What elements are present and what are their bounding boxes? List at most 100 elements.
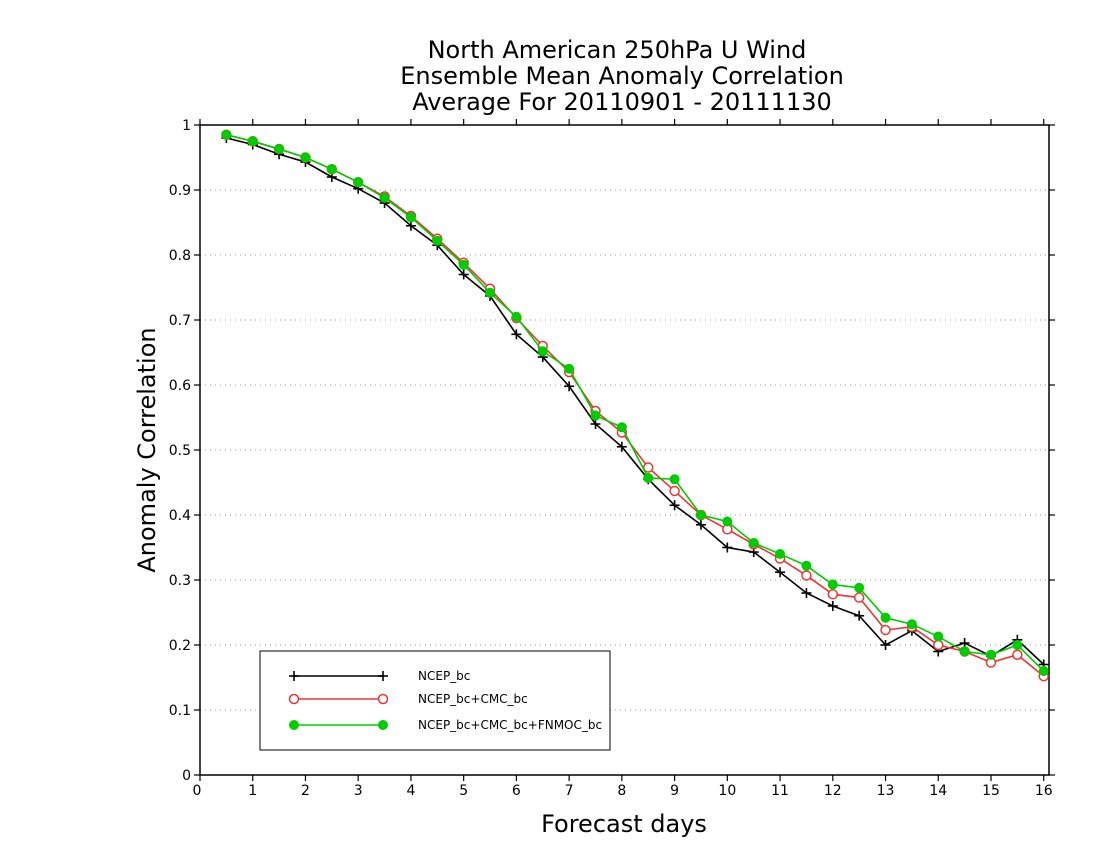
series-0-point-19 [722, 542, 733, 553]
series-1-point-24 [853, 592, 865, 603]
series-2-point-23 [827, 579, 838, 590]
x-tick-label-0: 0 [193, 783, 202, 799]
legend-label-0: NCEP_bc [418, 669, 470, 683]
legend-marker-end-1 [377, 693, 389, 705]
series-0-point-17 [669, 500, 680, 511]
y-tick-label-10: 1 [182, 118, 191, 134]
series-2-point-20 [748, 537, 759, 548]
x-tick-label-4: 4 [406, 783, 415, 799]
series-2-point-25 [880, 612, 891, 623]
y-tick-label-4: 0.4 [169, 508, 191, 524]
series-2-point-13 [564, 363, 575, 374]
legend-label-2: NCEP_bc+CMC_bc+FNMOC_bc [418, 718, 602, 732]
series-0-point-11 [511, 329, 522, 340]
legend-marker-end-2 [378, 720, 388, 730]
series-line-0 [226, 137, 1045, 666]
series-2-point-17 [669, 474, 680, 485]
x-tick-label-10: 10 [718, 783, 736, 799]
series-1-point-23 [827, 589, 839, 600]
series-2-point-0 [221, 129, 232, 140]
series-0-point-15 [616, 441, 627, 452]
y-tick-label-8: 0.8 [169, 248, 191, 264]
series-2-point-14 [590, 410, 601, 421]
series-2-point-16 [643, 472, 654, 483]
series-2-point-8 [432, 235, 443, 246]
x-tick-label-13: 13 [877, 783, 895, 799]
series-2-point-22 [801, 560, 812, 571]
data-series [221, 129, 1049, 682]
y-tick-label-9: 0.9 [169, 183, 191, 199]
x-tick-label-3: 3 [354, 783, 363, 799]
y-tick-label-6: 0.6 [169, 378, 191, 394]
series-0 [221, 133, 1049, 670]
x-tick-label-12: 12 [824, 783, 842, 799]
x-axis-ticks: 0 1 2 3 4 5 6 7 8 9 10 11 12 13 14 15 16 [193, 119, 1053, 799]
series-line-2 [226, 133, 1045, 672]
series-2-point-9 [458, 259, 469, 270]
series-1-point-25 [880, 624, 891, 636]
y-tick-label-3: 0.3 [169, 573, 191, 589]
series-1-point-17 [669, 485, 680, 497]
x-tick-label-7: 7 [565, 783, 574, 799]
legend-box [259, 650, 611, 751]
x-axis-label: Forecast days [541, 810, 707, 838]
series-2-point-4 [326, 164, 337, 175]
series-0-point-13 [564, 381, 575, 392]
chart-legend: NCEP_bc NCEP_bc+CMC_bc NCEP_bc+CMC_bc+FNMO… [259, 650, 611, 751]
x-tick-label-16: 16 [1035, 783, 1053, 799]
series-2-point-5 [353, 177, 364, 188]
y-tick-label-2: 0.2 [169, 638, 191, 654]
series-2-point-2 [274, 144, 285, 155]
legend-entry-0: NCEP_bc [289, 669, 470, 683]
series-1-point-16 [642, 462, 654, 473]
legend-entry-1: NCEP_bc+CMC_bc [288, 692, 528, 706]
x-tick-label-6: 6 [512, 783, 521, 799]
x-tick-label-2: 2 [301, 783, 310, 799]
series-line-1 [226, 133, 1045, 677]
series-2-point-1 [247, 136, 258, 147]
series-2-point-15 [616, 422, 627, 433]
x-tick-label-11: 11 [771, 783, 789, 799]
legend-marker-end-0 [378, 671, 388, 681]
series-0-point-14 [590, 419, 601, 429]
series-2 [221, 129, 1049, 676]
series-2-point-27 [933, 631, 944, 642]
series-0-point-23 [827, 601, 838, 611]
y-tick-label-5: 0.5 [169, 443, 191, 459]
series-2-point-21 [775, 549, 786, 559]
legend-marker-start-2 [289, 720, 299, 730]
series-2-point-28 [959, 646, 970, 657]
x-tick-label-14: 14 [929, 783, 947, 799]
legend-marker-start-0 [289, 671, 299, 681]
series-2-point-30 [1012, 640, 1023, 650]
y-axis-ticks: 0 0.1 0.2 0.3 0.4 0.5 0.6 0.7 0.8 0.9 1 [169, 118, 1055, 784]
x-tick-label-9: 9 [670, 783, 679, 799]
series-0-point-24 [854, 610, 865, 621]
series-2-point-19 [722, 516, 733, 527]
y-tick-label-0: 0 [182, 768, 191, 784]
x-tick-label-15: 15 [982, 783, 1000, 799]
series-2-point-18 [695, 510, 706, 520]
series-2-point-11 [511, 311, 522, 322]
series-2-point-6 [379, 192, 390, 203]
series-0-point-25 [880, 640, 891, 650]
x-tick-label-8: 8 [617, 783, 626, 799]
series-1 [221, 129, 1049, 682]
y-tick-label-7: 0.7 [169, 313, 191, 329]
y-axis-label: Anomaly Correlation [133, 327, 161, 572]
series-0-point-22 [801, 588, 812, 598]
legend-marker-start-1 [288, 693, 300, 705]
series-0-point-18 [695, 519, 706, 530]
series-2-point-3 [300, 152, 311, 163]
series-2-point-29 [985, 649, 996, 660]
series-0-point-7 [405, 220, 416, 231]
series-1-point-22 [801, 570, 812, 581]
series-2-point-7 [405, 212, 416, 223]
series-1-point-27 [933, 639, 944, 651]
series-1-point-30 [1012, 649, 1023, 660]
chart-title-line-1: North American 250hPa U Wind [428, 36, 807, 64]
x-tick-label-1: 1 [248, 783, 257, 799]
chart-title-line-2: Ensemble Mean Anomaly Correlation [400, 62, 844, 90]
x-tick-label-5: 5 [459, 783, 468, 799]
